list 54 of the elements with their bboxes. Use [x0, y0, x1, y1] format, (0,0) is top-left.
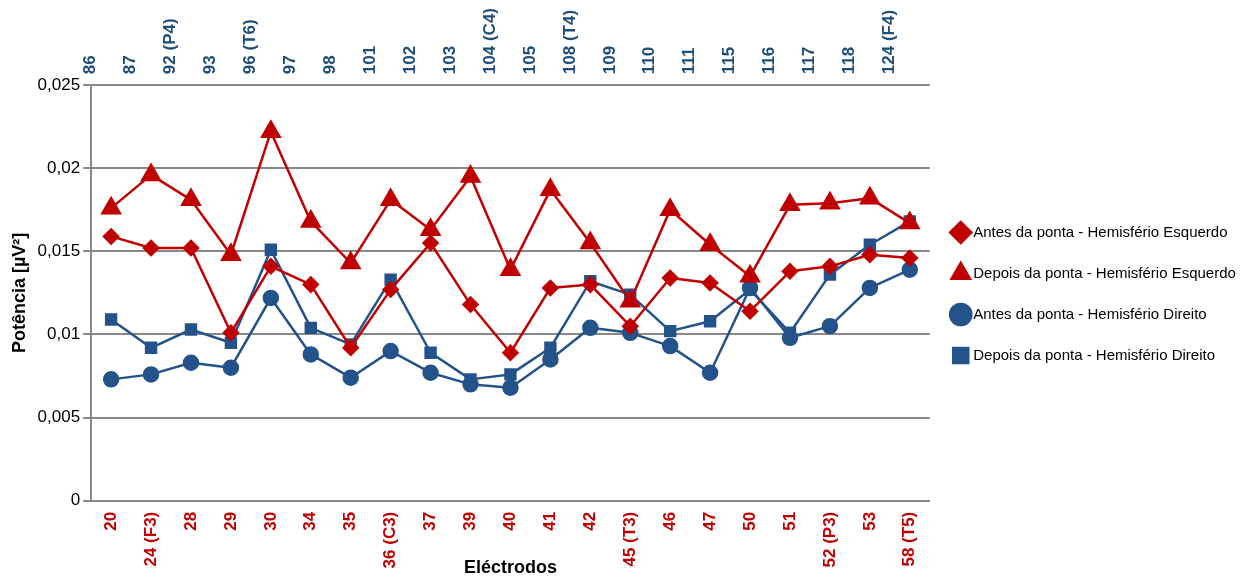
text: 109 — [599, 45, 619, 75]
text: 97 — [280, 55, 300, 75]
text: 92 (P4) — [160, 18, 180, 75]
x-tick-label: 24 (F3) — [140, 511, 160, 567]
y-tick-label: 0,005 — [37, 407, 81, 427]
y-tick-label: 0,02 — [47, 157, 81, 177]
text: 111 — [679, 47, 699, 75]
y-tick-label: 0 — [70, 490, 81, 510]
text: 93 — [200, 55, 220, 75]
text: 87 — [120, 55, 140, 75]
x-axis-title: Eléctrodos — [463, 557, 557, 578]
x-tick-label: 39 — [460, 511, 480, 531]
x-tick-label: 37 — [420, 511, 440, 531]
text: 108 (T4) — [559, 9, 579, 75]
x-tick-label: 28 — [180, 511, 200, 531]
x-tick-label: 36 (C3) — [380, 511, 400, 569]
y-tick-label: 0,025 — [37, 74, 81, 94]
x-tick-label: 51 — [779, 511, 799, 531]
legend-label: Depois da ponta - Hemisfério Esquerdo — [973, 263, 1236, 281]
text: 102 — [399, 45, 419, 75]
text: 115 — [719, 46, 739, 75]
x-tick-label: 34 — [300, 511, 320, 531]
x-tick-label: 29 — [220, 511, 240, 531]
text: 116 — [759, 46, 779, 75]
x-tick-label: 41 — [540, 511, 560, 531]
text: 103 — [439, 45, 459, 75]
text: 86 — [80, 55, 100, 75]
text: 124 (F4) — [879, 9, 899, 75]
text: 101 — [359, 45, 379, 75]
y-tick-label: 0,01 — [47, 324, 81, 344]
text: 96 (T6) — [240, 19, 260, 75]
text: 105 — [519, 45, 539, 75]
x-tick-label: 42 — [580, 511, 599, 531]
text: 117 — [799, 46, 819, 75]
x-tick-label: 50 — [739, 511, 759, 531]
text: 98 — [320, 55, 339, 75]
x-tick-label: 20 — [100, 511, 120, 531]
x-tick-label: 40 — [500, 511, 520, 531]
x-tick-label: 58 (T5) — [899, 511, 919, 567]
legend-label: Antes da ponta - Hemisfério Direito — [973, 304, 1207, 322]
legend-label: Depois da ponta - Hemisfério Direito — [973, 345, 1216, 363]
x-tick-label: 52 (P3) — [819, 511, 839, 568]
legend-label: Antes da ponta - Hemisfério Esquerdo — [973, 222, 1228, 240]
x-tick-label: 53 — [859, 511, 879, 531]
x-tick-label: 46 — [659, 511, 679, 531]
x-tick-label: 30 — [260, 511, 280, 531]
y-axis-title: Potência [µV²] — [8, 232, 29, 354]
text: 118 — [839, 46, 859, 75]
text: 110 — [639, 46, 659, 75]
x-tick-label: 35 — [340, 511, 360, 531]
y-tick-label: 0,015 — [37, 241, 81, 261]
text: 104 (C4) — [479, 8, 499, 75]
x-tick-label: 45 (T3) — [619, 511, 639, 567]
x-tick-label: 47 — [699, 511, 719, 531]
